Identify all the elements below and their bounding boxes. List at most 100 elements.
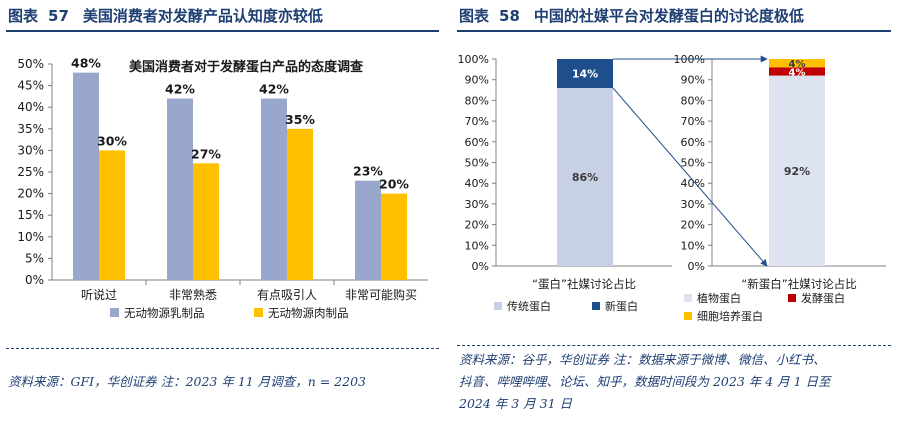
y-tick-label: 45% <box>17 79 44 93</box>
bar-2 <box>287 128 313 280</box>
legend-plant-label: 植物蛋白 <box>697 291 741 305</box>
y-tick-label: 25% <box>17 165 44 179</box>
left-stack-y-tick-label: 60% <box>465 136 489 149</box>
right-panel-title: 图表 58 中国的社媒平台对发酵蛋白的讨论度极低 <box>459 4 804 28</box>
legend-fermented-swatch <box>788 294 796 302</box>
new-protein-bar-segment-1 <box>769 75 825 266</box>
right-source-line-3: 2024 年 3 月 31 日 <box>459 396 573 411</box>
right-stack-y-tick-label: 40% <box>681 177 705 190</box>
right-source-line-2: 抖音、哔哩哔哩、论坛、知乎，数据时间段为 2023 年 4 月 1 日至 <box>459 374 831 389</box>
legend-label-2: 无动物源肉制品 <box>268 306 349 320</box>
x-tick-label: 听说过 <box>81 287 117 302</box>
bar-data-label: 35% <box>285 112 315 127</box>
right-stack-xlabel: “新蛋白”社媒讨论占比 <box>741 277 856 291</box>
bar-1 <box>73 72 99 280</box>
new-protein-bar-segment-label-2: 4% <box>789 67 806 78</box>
right-source-note: 资料来源：谷乎，华创证券 注：数据来源于微博、微信、小红书、 抖音、哔哩哔哩、论… <box>459 349 893 415</box>
right-title-rule <box>457 30 891 32</box>
legend-fermented-label: 发酵蛋白 <box>801 291 845 305</box>
right-figure-label: 图表 <box>459 7 490 25</box>
left-stack-y-tick-label: 90% <box>465 74 489 87</box>
x-tick-label: 非常熟悉 <box>169 287 217 302</box>
new-protein-bar-segment-label-1: 92% <box>784 165 810 178</box>
left-stack-y-tick-label: 20% <box>465 219 489 232</box>
left-panel-title: 图表 57 美国消费者对发酵产品认知度亦较低 <box>8 4 323 28</box>
left-stack-y-tick-label: 40% <box>465 177 489 190</box>
bar-1 <box>167 98 193 280</box>
bar-2 <box>381 193 407 280</box>
right-stack-y-tick-label: 0% <box>688 260 705 273</box>
legend-cell-swatch <box>684 312 692 320</box>
bar-2 <box>193 163 219 280</box>
y-tick-label: 40% <box>17 100 44 114</box>
bar-data-label: 23% <box>353 164 383 179</box>
left-source-note: 资料来源：GFI，华创证券 注：2023 年 11 月调查，n = 2203 <box>8 371 366 393</box>
x-tick-label: 非常可能购买 <box>345 287 417 302</box>
legend-cell-label: 细胞培养蛋白 <box>697 309 763 323</box>
connector-arrow-bottom <box>612 87 768 267</box>
y-tick-label: 5% <box>25 251 44 265</box>
right-stack-y-tick-label: 80% <box>681 94 705 107</box>
bar-data-label: 48% <box>71 56 101 71</box>
protein-bar-segment-label-1: 86% <box>572 171 598 184</box>
left-stack-y-tick-label: 50% <box>465 157 489 170</box>
left-stack-y-tick-label: 70% <box>465 115 489 128</box>
right-stack-y-tick-label: 60% <box>681 136 705 149</box>
bar-data-label: 42% <box>259 82 289 97</box>
left-title-rule <box>6 30 439 32</box>
right-source-line-1: 资料来源：谷乎，华创证券 注：数据来源于微博、微信、小红书、 <box>459 352 826 367</box>
bar-data-label: 20% <box>379 177 409 192</box>
protein-bar-segment-2 <box>557 59 613 88</box>
left-stack-y-tick-label: 10% <box>465 239 489 252</box>
bar-data-label: 42% <box>165 82 195 97</box>
bar-1 <box>355 180 381 280</box>
y-tick-label: 50% <box>17 57 44 71</box>
protein-bar-segment-1 <box>557 87 613 266</box>
left-stack-y-tick-label: 0% <box>472 260 489 273</box>
protein-bar-segment-label-2: 14% <box>572 67 598 80</box>
right-stacked-chart: 0% 10% 20% 30% 40% 50% 60% 70% 80% 90% 100% 0% 10% 20… <box>458 53 886 323</box>
chart-title: 美国消费者对于发酵蛋白产品的态度调查 <box>129 59 364 75</box>
y-tick-label: 35% <box>17 122 44 136</box>
left-stack-y-tick-label: 100% <box>458 53 489 66</box>
new-protein-bar-segment-label-3: 4% <box>789 59 806 70</box>
y-tick-label: 10% <box>17 230 44 244</box>
left-bar-chart: 0% 5% 10% 15% 20% 25% 30% 35% 40% 45% 50% 48% 30% 听说过… <box>17 56 428 320</box>
left-figure-title: 美国消费者对发酵产品认知度亦较低 <box>82 7 323 25</box>
y-tick-label: 30% <box>17 143 44 157</box>
left-figure-number: 57 <box>48 7 69 25</box>
right-figure-title: 中国的社媒平台对发酵蛋白的讨论度极低 <box>533 7 804 25</box>
legend-swatch-2 <box>254 308 263 317</box>
right-stack-y-tick-label: 20% <box>681 219 705 232</box>
bar-data-label: 30% <box>97 133 127 148</box>
bar-1 <box>261 98 287 280</box>
legend-new-protein-label: 新蛋白 <box>605 299 638 313</box>
y-tick-label: 20% <box>17 187 44 201</box>
legend-new-protein-swatch <box>592 302 600 310</box>
left-source-rule <box>6 348 439 350</box>
right-stack-y-tick-label: 10% <box>681 239 705 252</box>
legend-swatch-1 <box>110 308 119 317</box>
right-stack-y-tick-label: 90% <box>681 74 705 87</box>
legend-plant-swatch <box>684 294 692 302</box>
left-stack-y-tick-label: 30% <box>465 198 489 211</box>
right-stack-y-tick-label: 50% <box>681 157 705 170</box>
new-protein-bar-segment-2 <box>769 67 825 76</box>
right-stack-y-tick-label: 30% <box>681 198 705 211</box>
right-stack-y-tick-label: 70% <box>681 115 705 128</box>
x-tick-label: 有点吸引人 <box>257 288 317 302</box>
left-source-text: 资料来源：GFI，华创证券 注：2023 年 11 月调查，n = 2203 <box>8 374 366 389</box>
legend-traditional-swatch <box>494 302 502 310</box>
legend-label-1: 无动物源乳制品 <box>124 306 205 320</box>
legend-traditional-label: 传统蛋白 <box>507 299 551 313</box>
right-source-rule <box>457 345 891 347</box>
new-protein-bar-segment-3 <box>769 59 825 68</box>
left-stack-y-tick-label: 80% <box>465 94 489 107</box>
y-tick-label: 0% <box>25 273 44 287</box>
y-tick-label: 15% <box>17 208 44 222</box>
right-figure-number: 58 <box>499 7 520 25</box>
bar-data-label: 27% <box>191 146 221 161</box>
left-figure-label: 图表 <box>8 7 39 25</box>
bar-2 <box>99 150 125 280</box>
left-stack-xlabel: “蛋白”社媒讨论占比 <box>532 277 636 291</box>
